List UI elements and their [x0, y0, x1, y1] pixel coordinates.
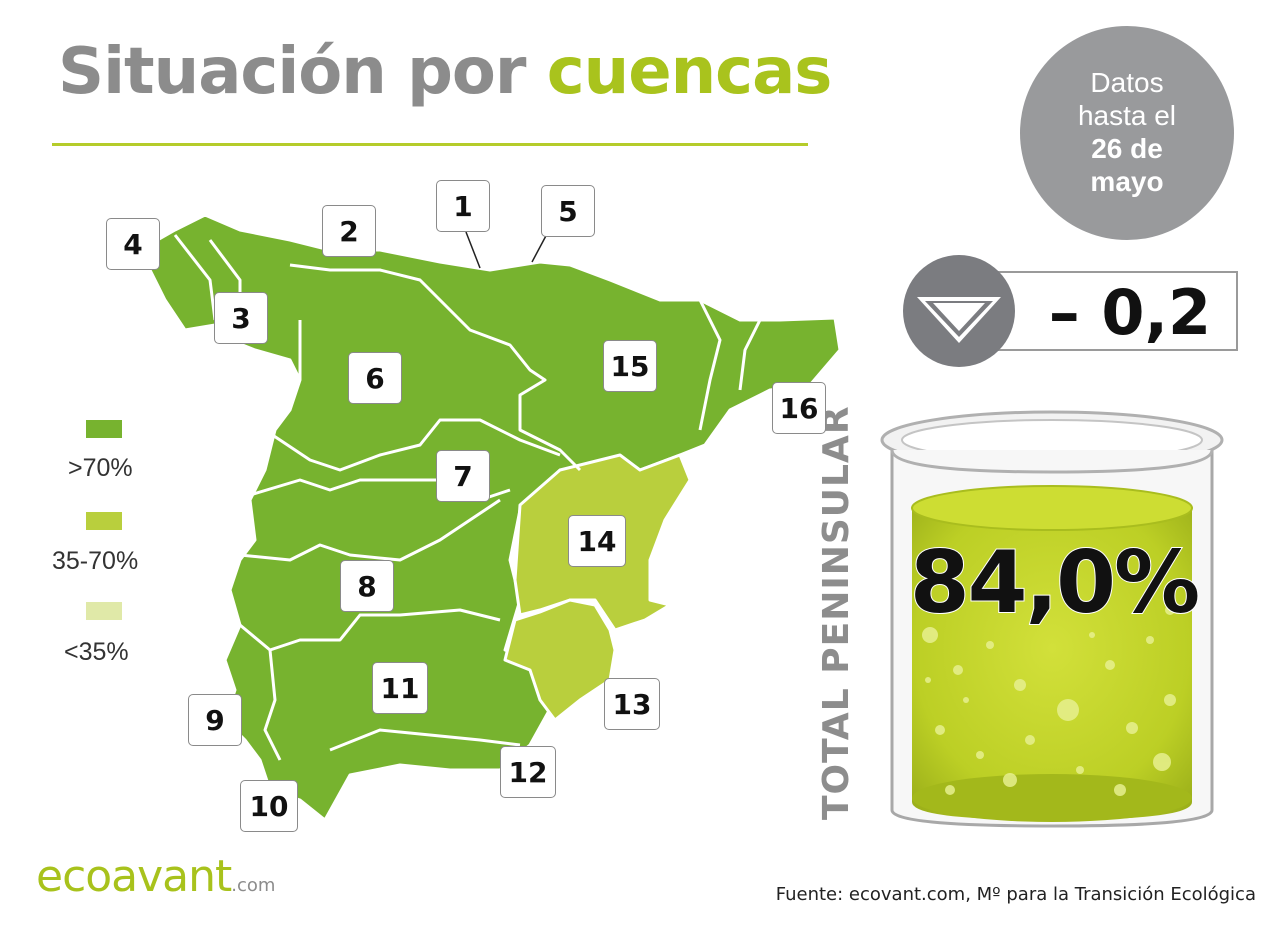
spain-basins-map — [138, 213, 842, 822]
basin-badge-1: 1 — [436, 180, 490, 232]
basin-badge-11: 11 — [372, 662, 428, 714]
basin-badge-7: 7 — [436, 450, 490, 502]
source-note: Fuente: ecovant.com, Mº para la Transici… — [775, 884, 1256, 905]
legend-swatch-high — [86, 420, 122, 438]
down-triangle-icon — [917, 297, 1001, 343]
legend-swatch-low — [86, 602, 122, 620]
date-line1: Datos — [1090, 67, 1164, 98]
date-circle: Datos hasta el 26 de mayo — [1020, 26, 1234, 240]
basin-badge-3: 3 — [214, 292, 268, 344]
basin-badge-13: 13 — [604, 678, 660, 730]
basin-badge-14: 14 — [568, 515, 626, 567]
basin-badge-2: 2 — [322, 205, 376, 257]
change-indicator — [903, 255, 1015, 367]
date-line4: mayo — [1090, 166, 1164, 197]
ecoavant-logo: ecoavant.com — [36, 855, 275, 899]
basin-badge-8: 8 — [340, 560, 394, 612]
basin-badge-10: 10 — [240, 780, 298, 832]
date-line2: hasta el — [1077, 100, 1177, 131]
title-part2: cuencas — [546, 35, 833, 109]
logo-suffix: .com — [231, 875, 276, 896]
legend-swatch-mid — [86, 512, 122, 530]
basin-badge-12: 12 — [500, 746, 556, 798]
basin-badge-15: 15 — [603, 340, 657, 392]
title-part1: Situación por — [58, 35, 526, 109]
basin-badge-4: 4 — [106, 218, 160, 270]
date-line3: 26 de — [1091, 133, 1163, 164]
change-value: – 0,2 — [1048, 276, 1212, 349]
basin-badge-6: 6 — [348, 352, 402, 404]
legend-label-high: >70% — [68, 454, 133, 482]
logo-text: ecoavant — [36, 851, 232, 902]
total-percentage: 84,0% — [909, 532, 1201, 634]
legend-label-mid: 35-70% — [52, 547, 139, 575]
title-divider — [52, 143, 808, 146]
basin-badge-16: 16 — [772, 382, 826, 434]
basin-badge-9: 9 — [188, 694, 242, 746]
bubbles — [922, 605, 1176, 796]
page-title: Situación por cuencas — [58, 40, 832, 104]
legend-label-low: <35% — [64, 638, 129, 666]
glass-graphic — [880, 410, 1224, 828]
basin-badge-5: 5 — [541, 185, 595, 237]
